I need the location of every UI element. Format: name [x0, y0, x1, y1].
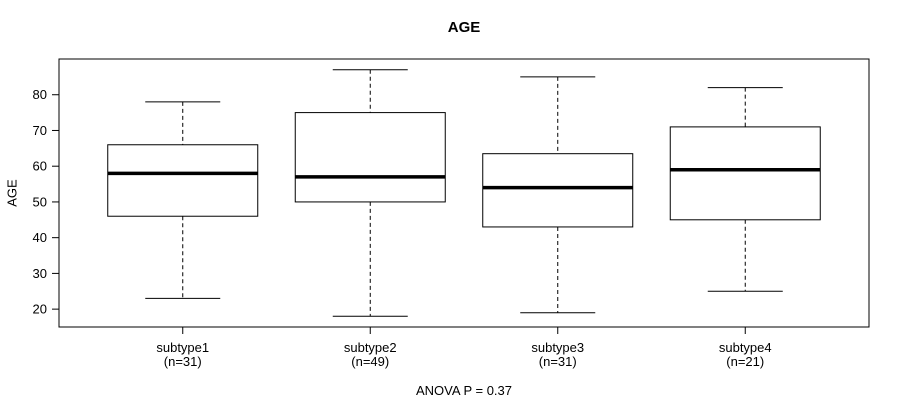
plot-frame [58, 58, 870, 328]
y-tick-label: 50 [33, 194, 47, 209]
y-tick-label: 30 [33, 266, 47, 281]
chart-title: AGE [447, 19, 481, 36]
category-label: subtype3 [531, 340, 584, 355]
iqr-box [294, 112, 446, 203]
category-label: subtype1 [156, 340, 209, 355]
y-tick-label: 40 [33, 230, 47, 245]
category-n-label: (n=31) [539, 354, 577, 369]
y-tick-label: 80 [33, 87, 47, 102]
iqr-box [669, 126, 821, 221]
category-label: subtype2 [344, 340, 397, 355]
category-n-label: (n=49) [351, 354, 389, 369]
iqr-box [482, 153, 634, 228]
y-tick-label: 70 [33, 123, 47, 138]
iqr-box [107, 144, 259, 217]
anova-p-annotation: ANOVA P = 0.37 [416, 383, 512, 398]
y-tick-label: 60 [33, 159, 47, 174]
y-tick-label: 20 [33, 302, 47, 317]
category-label: subtype4 [719, 340, 772, 355]
category-n-label: (n=21) [726, 354, 764, 369]
category-n-label: (n=31) [164, 354, 202, 369]
